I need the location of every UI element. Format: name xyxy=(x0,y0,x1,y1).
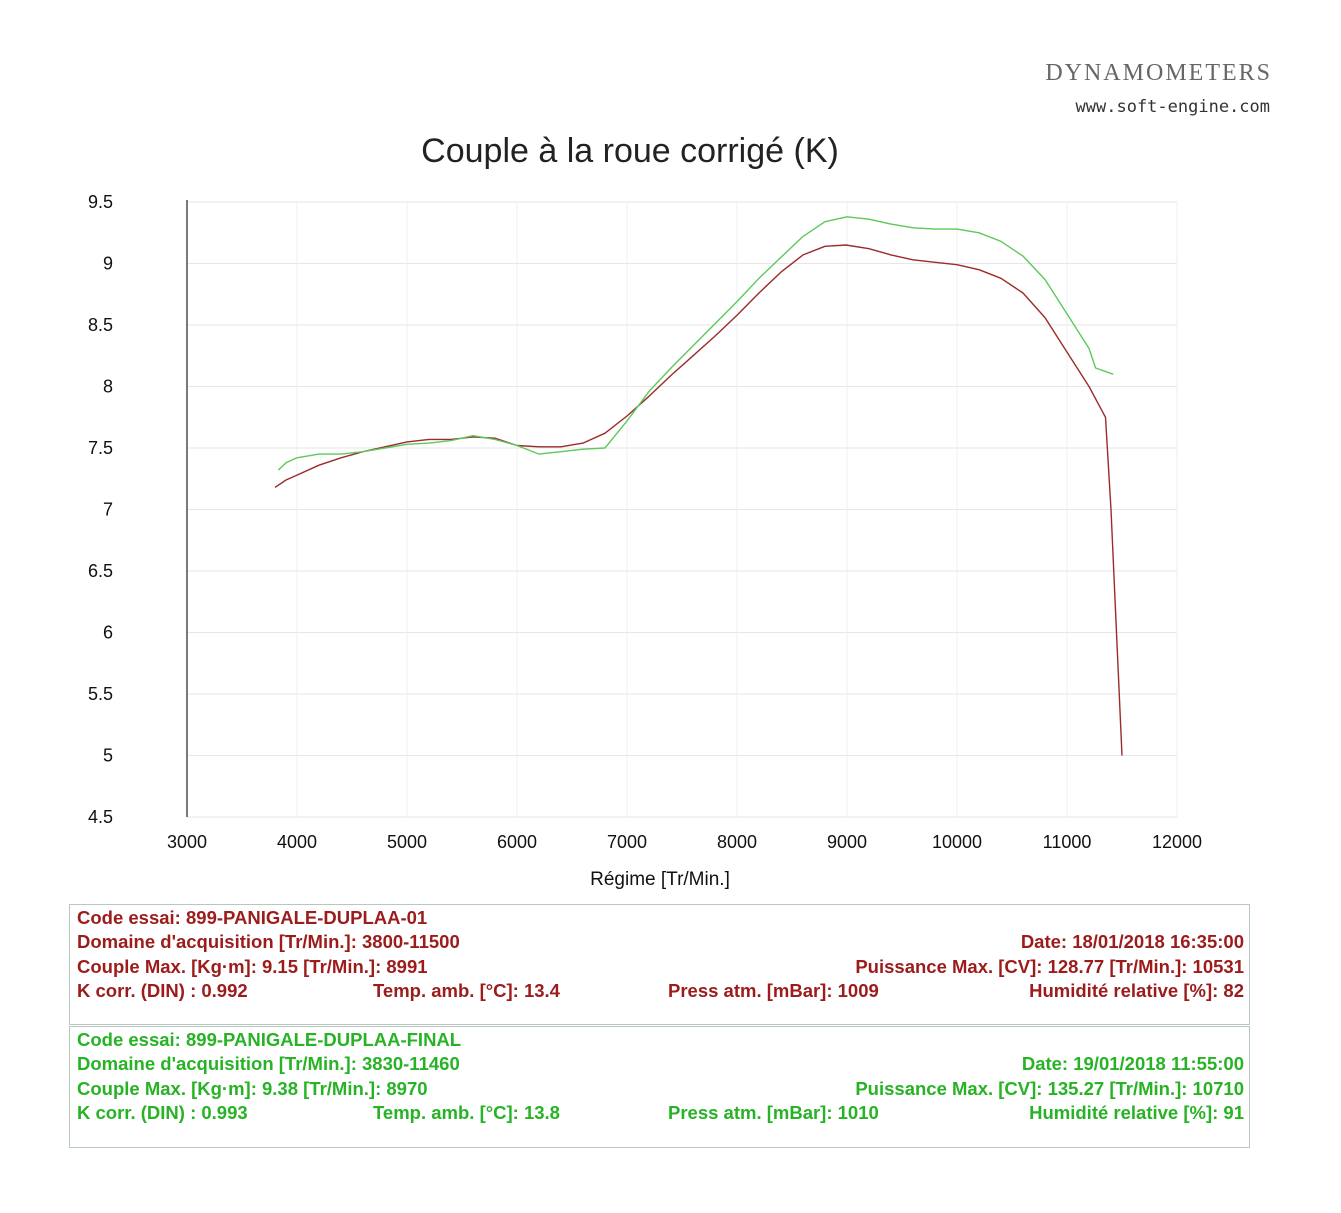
y-tick-label: 7.5 xyxy=(88,438,113,458)
dyno-chart: DYNAMOMETERS www.soft-engine.com Couple … xyxy=(88,60,1272,890)
y-tick-label: 4.5 xyxy=(88,807,113,827)
run1-temp-amb: Temp. amb. [°C]: 13.4 xyxy=(373,980,560,1001)
series-line-1 xyxy=(274,244,1123,756)
y-tick-label: 8.5 xyxy=(88,315,113,335)
run2-code: Code essai: 899-PANIGALE-DUPLAA-FINAL xyxy=(77,1029,462,1050)
run2-puissance-max: Puissance Max. [CV]: 135.27 [Tr/Min.]: 1… xyxy=(855,1078,1244,1099)
brand-name: DYNAMOMETERS xyxy=(1045,60,1272,86)
run-info-box-1: Code essai: 899-PANIGALE-DUPLAA-01 Domai… xyxy=(69,904,1250,1025)
x-axis-ticks: 3000 4000 5000 6000 7000 8000 9000 10000 11000 12… xyxy=(167,832,1202,852)
x-tick-label: 5000 xyxy=(387,832,427,852)
run2-humidite: Humidité relative [%]: 91 xyxy=(1029,1102,1244,1123)
y-tick-label: 6.5 xyxy=(88,561,113,581)
run2-press-atm: Press atm. [mBar]: 1010 xyxy=(668,1102,879,1123)
run-info-box-2: Code essai: 899-PANIGALE-DUPLAA-FINAL Do… xyxy=(69,1026,1250,1148)
x-tick-label: 9000 xyxy=(827,832,867,852)
run2-date: Date: 19/01/2018 11:55:00 xyxy=(1021,1053,1244,1074)
run1-puissance-max: Puissance Max. [CV]: 128.77 [Tr/Min.]: 1… xyxy=(855,956,1244,977)
run2-couple-max: Couple Max. [Kg·m]: 9.38 [Tr/Min.]: 8970 xyxy=(77,1078,428,1099)
grid xyxy=(187,201,1178,818)
x-tick-label: 10000 xyxy=(932,832,982,852)
run1-couple-max: Couple Max. [Kg·m]: 9.15 [Tr/Min.]: 8991 xyxy=(77,956,428,977)
run1-code: Code essai: 899-PANIGALE-DUPLAA-01 xyxy=(77,907,428,928)
run1-humidite: Humidité relative [%]: 82 xyxy=(1029,980,1244,1001)
y-tick-label: 9.5 xyxy=(88,192,113,212)
run2-k-corr: K corr. (DIN) : 0.993 xyxy=(77,1102,248,1123)
y-axis-ticks: 4.5 5 5.5 6 6.5 7 7.5 8 8.5 9 9.5 xyxy=(88,192,113,827)
chart-title: Couple à la roue corrigé (K) xyxy=(421,132,839,170)
y-tick-label: 9 xyxy=(103,254,113,274)
brand-website: www.soft-engine.com xyxy=(1076,97,1270,117)
y-tick-label: 6 xyxy=(103,623,113,643)
x-tick-label: 6000 xyxy=(497,832,537,852)
run1-domain: Domaine d'acquisition [Tr/Min.]: 3800-11… xyxy=(77,931,460,952)
x-tick-label: 3000 xyxy=(167,832,207,852)
x-tick-label: 4000 xyxy=(277,832,317,852)
x-tick-label: 7000 xyxy=(607,832,647,852)
brand-logo: DYNAMOMETERS www.soft-engine.com xyxy=(1045,60,1272,117)
y-tick-label: 5 xyxy=(103,746,113,766)
y-tick-label: 5.5 xyxy=(88,684,113,704)
x-tick-label: 11000 xyxy=(1043,832,1092,852)
x-axis-label: Régime [Tr/Min.] xyxy=(590,869,730,890)
y-tick-label: 8 xyxy=(103,377,113,397)
series xyxy=(274,216,1123,756)
x-tick-label: 12000 xyxy=(1152,832,1202,852)
run1-press-atm: Press atm. [mBar]: 1009 xyxy=(668,980,879,1001)
run1-date: Date: 18/01/2018 16:35:00 xyxy=(1020,931,1244,952)
series-line-2 xyxy=(277,216,1114,471)
run2-domain: Domaine d'acquisition [Tr/Min.]: 3830-11… xyxy=(77,1053,460,1074)
y-tick-label: 7 xyxy=(103,500,113,520)
run2-temp-amb: Temp. amb. [°C]: 13.8 xyxy=(373,1102,560,1123)
run1-k-corr: K corr. (DIN) : 0.992 xyxy=(77,980,248,1001)
x-tick-label: 8000 xyxy=(717,832,757,852)
